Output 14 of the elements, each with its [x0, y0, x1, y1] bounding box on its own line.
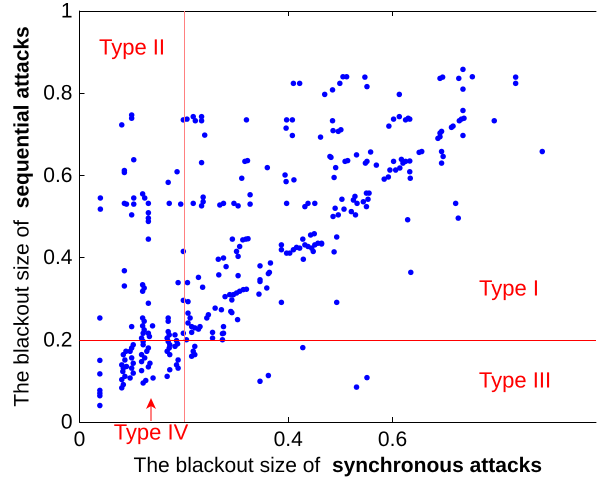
x-tick-label: 0.6 [378, 428, 408, 451]
x-tick-label: 0.4 [274, 428, 304, 451]
annotation: Type III [478, 368, 552, 392]
x-axis-title: The blackout size of synchronous attacks [133, 454, 542, 477]
y-tick-label: 0.8 [43, 82, 72, 105]
y-tick-label: 0.6 [43, 164, 72, 187]
y-tick-label: 1 [60, 0, 72, 22]
annotation: Type IV [114, 420, 189, 444]
y-tick-label: 0.2 [43, 328, 72, 352]
y-axis-title: The blackout size of sequential attacks [10, 26, 34, 407]
y-tick-label: 0.4 [43, 246, 73, 270]
annotation: Type I [479, 276, 539, 300]
annotation: Type II [98, 34, 166, 60]
y-tick-label: 0 [60, 410, 72, 434]
